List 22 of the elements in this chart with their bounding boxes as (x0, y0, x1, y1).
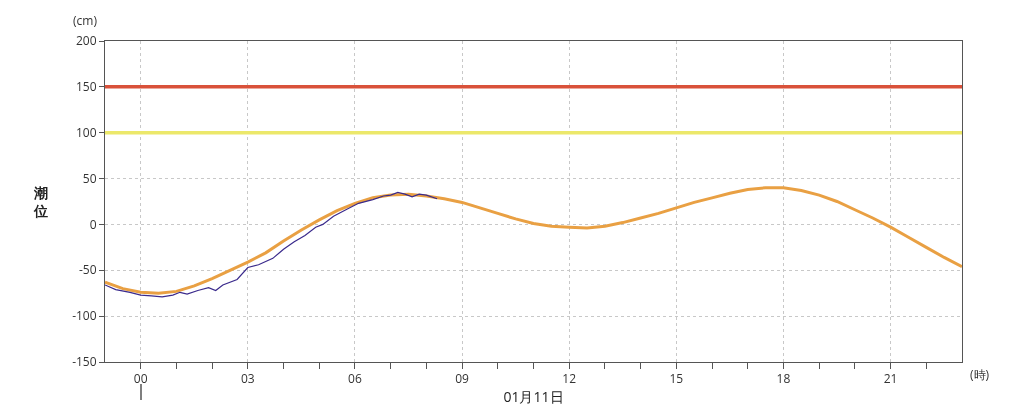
y-tick-label: 100 (76, 123, 97, 141)
y-axis-title: 潮位 (33, 183, 48, 221)
x-tick-label: 21 (883, 370, 898, 388)
y-tick-label: -50 (79, 261, 97, 279)
y-tick-label: -100 (72, 307, 97, 325)
line-series (105, 186, 962, 295)
x-tick-label: 18 (776, 370, 791, 388)
x-tick-label: 12 (562, 370, 577, 388)
x-tick-label: 00 (133, 370, 148, 388)
text: (時) (970, 366, 990, 383)
y-tick-label: 0 (89, 215, 97, 233)
text: (cm) (73, 12, 98, 29)
y-tick-label: 150 (76, 78, 97, 96)
y-tick-label: 50 (82, 169, 97, 187)
x-tick-label: 06 (348, 370, 362, 388)
x-tick-label: 09 (455, 370, 470, 388)
line-series (105, 191, 438, 298)
y-tick-label: -150 (72, 353, 97, 371)
x-tick-label: 15 (669, 370, 684, 388)
y-tick-label: 200 (76, 32, 97, 50)
x-tick-label: 03 (240, 370, 255, 388)
x-axis-title: 01月11日 (503, 387, 564, 407)
